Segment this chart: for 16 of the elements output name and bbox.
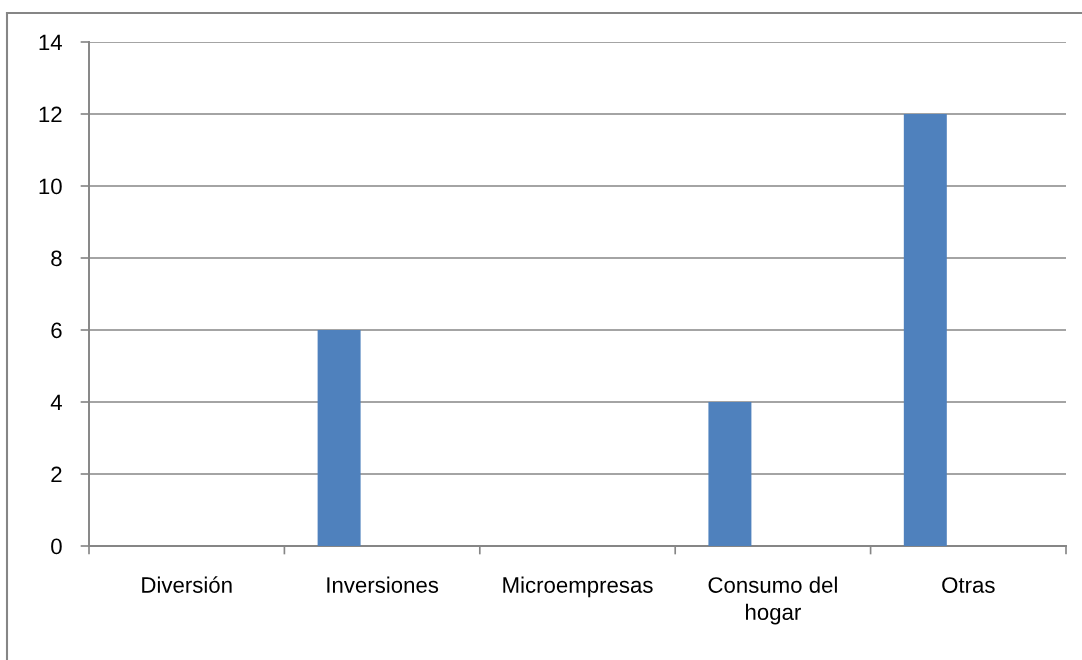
x-tick-label: Otras: [942, 577, 995, 593]
y-tick-label: 12: [39, 106, 62, 123]
y-tick-label: 0: [51, 538, 62, 555]
y-tick-label: 14: [39, 34, 62, 51]
bar: [317, 330, 361, 546]
y-tick-label: 4: [50, 394, 62, 411]
x-tick-label: Diversión: [142, 576, 232, 593]
y-tick-label: 6: [51, 322, 62, 339]
bar: [903, 114, 947, 546]
y-tick-label: 8: [51, 250, 62, 267]
y-tick-label: 10: [39, 178, 62, 195]
x-tick-label: Consumo del hogar: [708, 576, 837, 625]
y-tick-label: 2: [51, 466, 62, 483]
x-tick-label: Inversiones: [327, 576, 439, 593]
x-tick-label: Microempresas: [503, 576, 653, 598]
bar: [708, 402, 752, 546]
